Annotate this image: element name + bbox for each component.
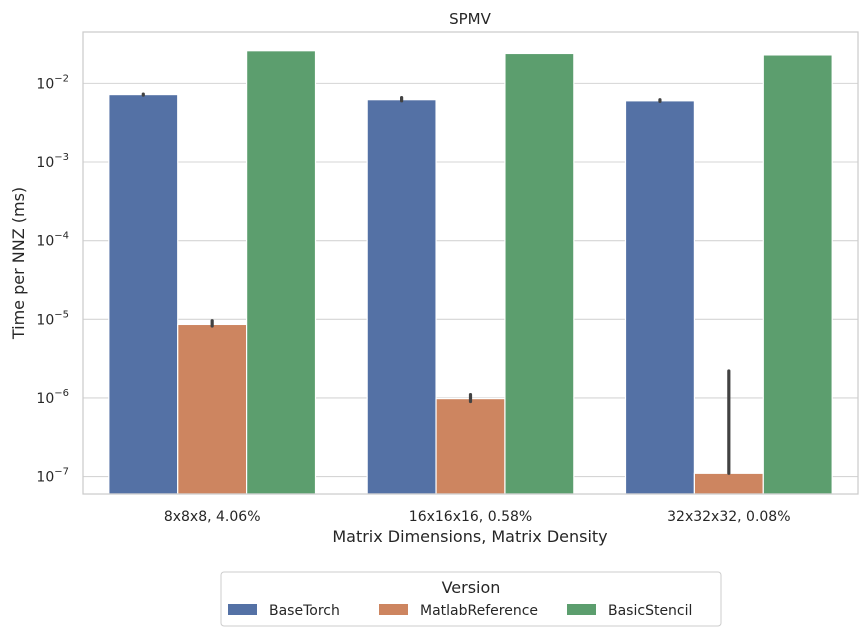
bar-basetorch bbox=[624, 100, 695, 495]
bar-matlabreference bbox=[177, 323, 248, 495]
y-tick-label: 10−2 bbox=[36, 73, 69, 92]
legend-label: BaseTorch bbox=[269, 603, 340, 619]
y-tick-label: 10−6 bbox=[36, 388, 69, 407]
plot-frame bbox=[82, 31, 859, 495]
x-axis-title: Matrix Dimensions, Matrix Density bbox=[332, 527, 607, 546]
y-tick-label: 10−3 bbox=[36, 152, 69, 171]
bar-basetorch bbox=[366, 99, 437, 495]
x-tick-labels: 8x8x8, 4.06% 16x16x16, 0.58% 32x32x32, 0.0… bbox=[164, 509, 791, 525]
error-bars bbox=[141, 92, 731, 475]
bars bbox=[108, 50, 833, 495]
y-tick-label: 10−5 bbox=[36, 309, 69, 328]
legend-swatch bbox=[379, 604, 408, 615]
legend-label: BasicStencil bbox=[608, 603, 692, 619]
legend: Version BaseTorch MatlabReference BasicSte… bbox=[220, 571, 722, 627]
legend-label: MatlabReference bbox=[420, 603, 538, 619]
x-tick-label: 8x8x8, 4.06% bbox=[164, 509, 261, 525]
bar-matlabreference bbox=[693, 472, 764, 495]
bar-basicstencil bbox=[246, 50, 317, 495]
y-tick-labels: 10−7 10−6 10−5 10−4 10−3 10−2 bbox=[36, 73, 69, 485]
y-tick-label: 10−7 bbox=[36, 467, 69, 486]
bar-basetorch bbox=[108, 93, 179, 495]
y-tick-label: 10−4 bbox=[36, 231, 69, 250]
x-tick-label: 32x32x32, 0.08% bbox=[667, 509, 790, 525]
legend-items: BaseTorch MatlabReference BasicStencil bbox=[228, 603, 692, 619]
bar-basicstencil bbox=[762, 54, 833, 495]
legend-swatch bbox=[228, 604, 257, 615]
bar-matlabreference bbox=[435, 398, 506, 495]
bar-basicstencil bbox=[504, 52, 575, 495]
legend-title: Version bbox=[442, 578, 501, 597]
x-tick-label: 16x16x16, 0.58% bbox=[409, 509, 532, 525]
legend-swatch bbox=[567, 604, 596, 615]
chart-title: SPMV bbox=[449, 10, 492, 28]
y-axis-title: Time per NNZ (ms) bbox=[9, 187, 28, 340]
